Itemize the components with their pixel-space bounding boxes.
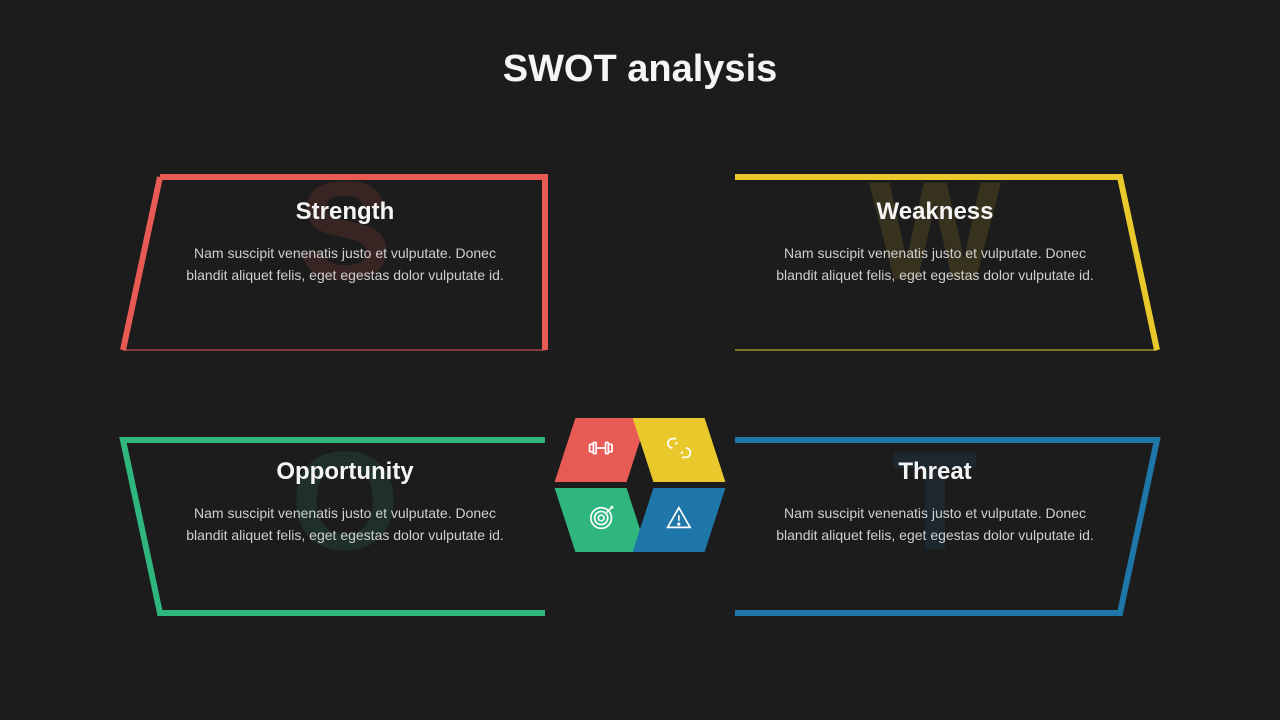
page-title: SWOT analysis	[0, 48, 1280, 91]
strength-desc: Nam suscipit venenatis justo et vulputat…	[185, 242, 505, 287]
opportunity-desc: Nam suscipit venenatis justo et vulputat…	[185, 502, 505, 547]
bg-letter-s: S	[298, 150, 391, 312]
strength-title: Strength	[115, 198, 575, 226]
center-hub	[565, 410, 715, 560]
hub-tile-opportunity	[555, 488, 648, 552]
broken-link-icon	[664, 433, 694, 468]
hub-tile-strength	[555, 418, 648, 482]
bg-letter-o: O	[291, 420, 400, 582]
bg-letter-w: W	[869, 150, 1001, 312]
weakness-desc: Nam suscipit venenatis justo et vulputat…	[775, 242, 1095, 287]
bg-letter-t: T	[892, 420, 978, 582]
opportunity-title: Opportunity	[115, 458, 575, 486]
hub-tile-threat	[633, 488, 726, 552]
warning-icon	[664, 503, 694, 538]
swot-grid: S Strength Nam suscipit venenatis justo …	[0, 170, 1280, 660]
threat-title: Threat	[705, 458, 1165, 486]
hub-tile-weakness	[633, 418, 726, 482]
quadrant-weakness: W Weakness Nam suscipit venenatis justo …	[705, 170, 1165, 380]
quadrant-threat: T Threat Nam suscipit venenatis justo et…	[705, 410, 1165, 620]
weakness-title: Weakness	[705, 198, 1165, 226]
target-icon	[586, 503, 616, 538]
quadrant-strength: S Strength Nam suscipit venenatis justo …	[115, 170, 575, 380]
threat-desc: Nam suscipit venenatis justo et vulputat…	[775, 502, 1095, 547]
quadrant-opportunity: O Opportunity Nam suscipit venenatis jus…	[115, 410, 575, 620]
dumbbell-icon	[586, 433, 616, 468]
